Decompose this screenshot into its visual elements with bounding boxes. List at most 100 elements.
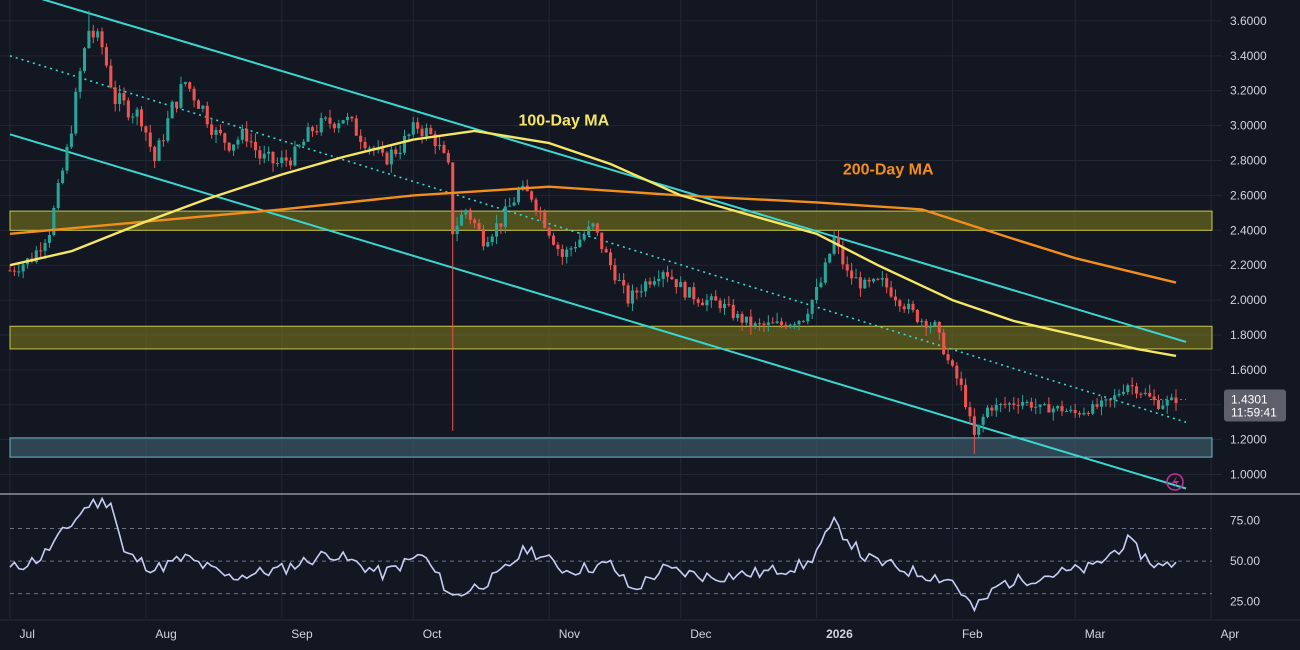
candle-down: [937, 321, 941, 333]
candle-up: [78, 71, 82, 92]
annotations: 100-Day MA 200-Day MA: [518, 113, 934, 179]
candle-up: [793, 324, 797, 326]
candle-up: [985, 407, 990, 417]
candle-up: [1025, 401, 1029, 403]
candle-up: [630, 290, 634, 304]
candle-up: [131, 116, 135, 118]
candle-up: [828, 253, 832, 263]
candle-down: [271, 151, 275, 164]
candle-down: [560, 249, 564, 258]
candle-up: [999, 403, 1003, 405]
candle-down: [473, 219, 477, 224]
candle-down: [1148, 392, 1152, 397]
candle-down: [701, 302, 705, 306]
candle-up: [1126, 385, 1130, 392]
candle-down: [210, 124, 214, 135]
channel-lower-line: [9, 133, 1187, 490]
price-tick-label: 3.4000: [1230, 49, 1267, 63]
candle-up: [920, 320, 924, 323]
candle-up: [157, 140, 161, 162]
candle-up: [337, 123, 341, 129]
candle-down: [442, 144, 446, 153]
candle-down: [249, 141, 253, 143]
candle-down: [942, 332, 946, 355]
candle-up: [503, 206, 507, 227]
candle-up: [657, 278, 661, 282]
candle-up: [736, 313, 740, 318]
candle-up: [815, 286, 819, 300]
candle-down: [451, 162, 455, 235]
candle-down: [1073, 409, 1077, 414]
price-tick-label: 2.4000: [1230, 223, 1267, 237]
candle-up: [644, 281, 648, 292]
blue-zone: [9, 437, 1213, 458]
candle-down: [885, 278, 889, 288]
rsi-tick-label: 50.00: [1230, 554, 1260, 568]
candle-down: [1108, 399, 1112, 401]
candle-down: [876, 278, 880, 280]
candle-down: [196, 100, 201, 109]
candle-up: [516, 189, 521, 203]
candle-down: [683, 282, 687, 298]
candle-down: [332, 123, 336, 129]
ma100-line: [9, 129, 1177, 358]
candle-down: [635, 290, 639, 293]
candle-down: [556, 244, 560, 250]
candle-up: [267, 151, 271, 154]
candle-down: [175, 101, 179, 108]
candle-up: [565, 249, 569, 258]
price-tick-label: 2.0000: [1230, 293, 1267, 307]
price-tick-label: 1.0000: [1230, 468, 1267, 482]
candle-up: [183, 82, 187, 85]
candle-up: [863, 279, 867, 289]
candle-down: [1078, 413, 1082, 415]
candle-up: [240, 129, 244, 140]
candle-up: [56, 183, 60, 208]
candle-up: [52, 207, 56, 235]
candle-up: [69, 133, 73, 147]
candle-up: [1113, 395, 1117, 400]
candle-up: [170, 101, 174, 119]
candle-up: [819, 282, 823, 287]
candle-down: [100, 31, 104, 48]
candle-up: [617, 279, 621, 281]
candle-down: [1130, 385, 1134, 387]
candle-down: [696, 299, 700, 303]
candle-up: [293, 146, 297, 166]
candlesticks: [8, 10, 1178, 454]
candle-down: [784, 324, 788, 328]
candle-down: [964, 384, 968, 408]
candle-up: [424, 128, 428, 137]
candle-up: [302, 141, 306, 146]
candle-up: [709, 296, 713, 301]
lightning-icon[interactable]: [1166, 473, 1184, 491]
candle-up: [486, 242, 490, 247]
candle-up: [573, 246, 578, 249]
candle-down: [420, 128, 424, 137]
candle-down: [600, 232, 604, 250]
candle-up: [402, 136, 407, 153]
price-tick-label: 3.0000: [1230, 119, 1267, 133]
candle-up: [907, 303, 911, 310]
candle-down: [595, 223, 599, 233]
candle-down: [1029, 401, 1033, 408]
candle-down: [727, 303, 731, 305]
candle-up: [1082, 412, 1086, 415]
countdown-timer: 11:59:41: [1231, 406, 1277, 420]
candle-down: [902, 306, 906, 310]
candle-up: [775, 321, 779, 323]
candle-up: [687, 287, 691, 298]
price-tick-label: 1.2000: [1230, 433, 1267, 447]
rsi-tick-label: 25.00: [1230, 595, 1260, 609]
candle-up: [411, 122, 415, 135]
candle-up: [87, 30, 91, 49]
candle-up: [981, 416, 985, 425]
price-tick-label: 2.2000: [1230, 258, 1267, 272]
candle-down: [959, 378, 963, 385]
candle-up: [854, 277, 858, 279]
candle-up: [21, 264, 25, 272]
candle-down: [1174, 397, 1178, 404]
candle-up: [459, 214, 464, 226]
